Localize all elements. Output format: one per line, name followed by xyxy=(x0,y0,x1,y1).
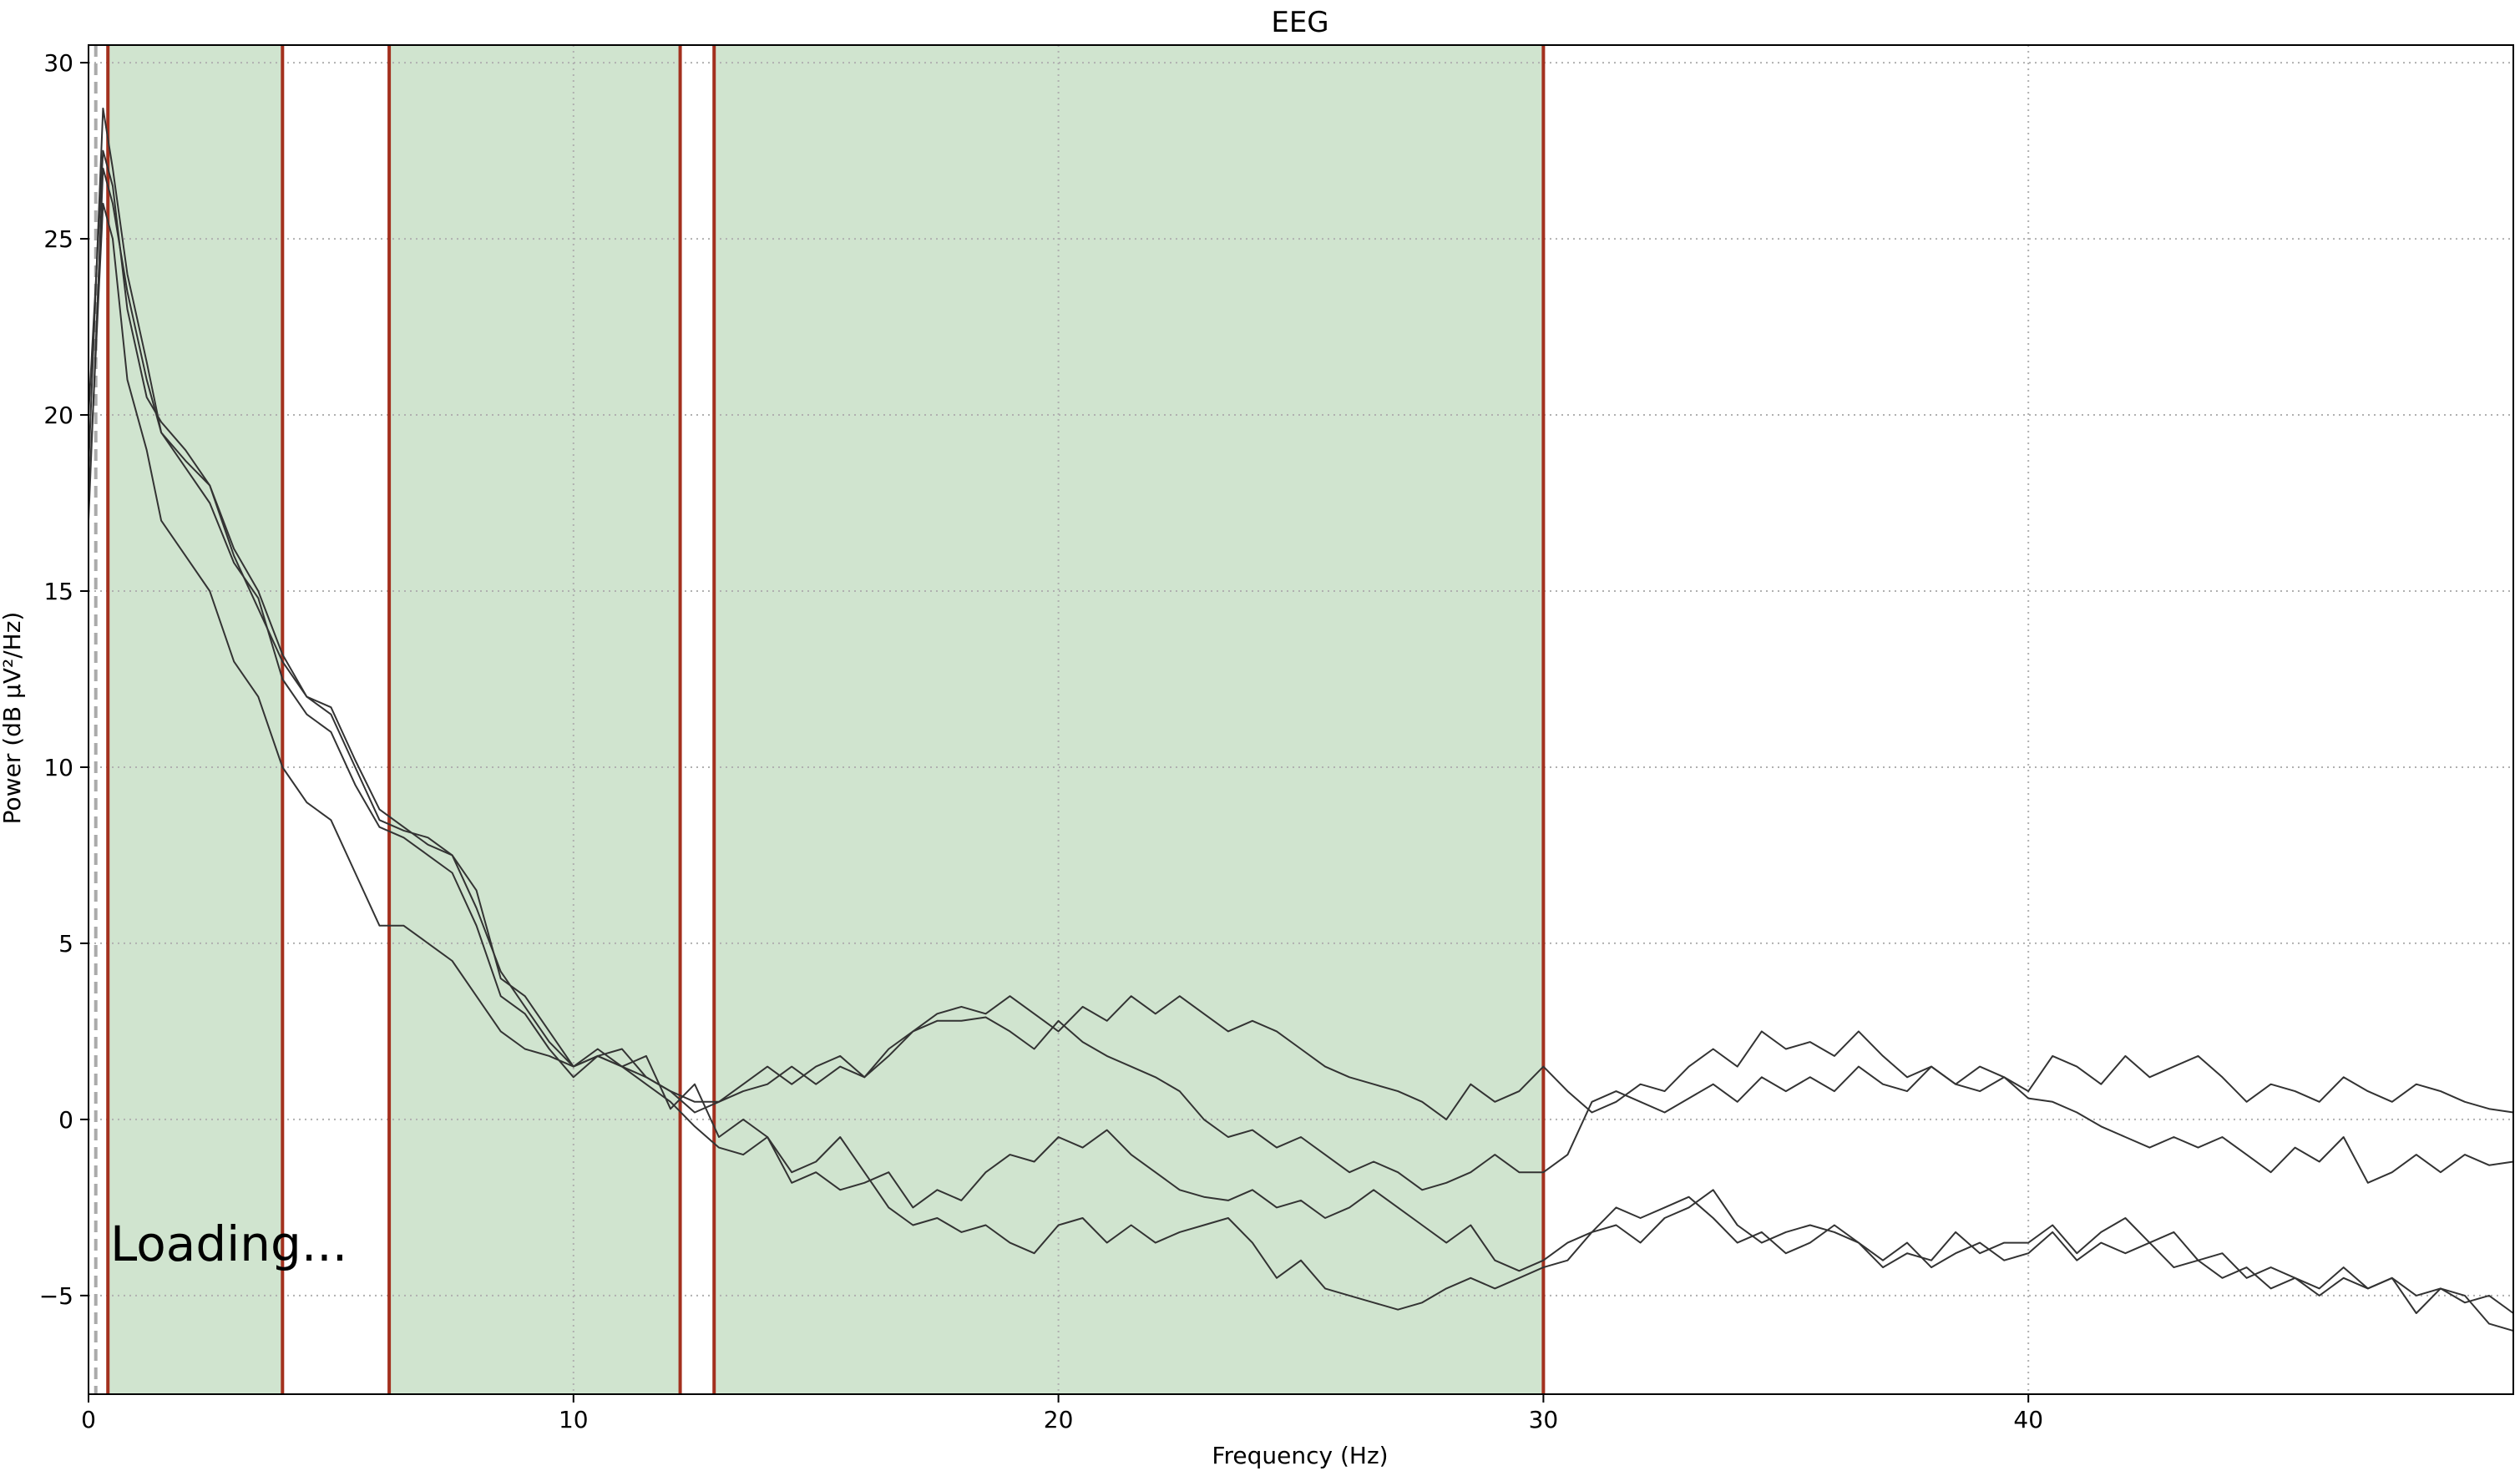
y-tick-label-3: 10 xyxy=(43,754,73,781)
x-tick-label-0: 0 xyxy=(81,1406,96,1433)
psd-trace-3 xyxy=(88,149,2514,1332)
x-tick-label-1: 10 xyxy=(559,1406,589,1433)
x-tick-label-4: 40 xyxy=(2013,1406,2043,1433)
y-tick-label-5: 20 xyxy=(43,402,73,429)
band-region-2 xyxy=(714,45,1544,1394)
y-axis-label: Power (dB µV²/Hz) xyxy=(0,612,26,825)
y-tick-label-1: 0 xyxy=(58,1106,73,1134)
x-tick-label-3: 30 xyxy=(1529,1406,1559,1433)
y-tick-label-0: −5 xyxy=(39,1282,73,1310)
plot-frame xyxy=(88,44,2514,1395)
grid-lines xyxy=(89,45,2513,1394)
psd-trace-4 xyxy=(88,202,2514,1120)
chart-title: EEG xyxy=(1271,6,1328,39)
y-tick-label-4: 15 xyxy=(43,578,73,605)
band-region-0 xyxy=(108,45,283,1394)
frequency-band-shading xyxy=(108,45,1544,1394)
y-tick-label-6: 25 xyxy=(43,225,73,253)
y-tick-label-2: 5 xyxy=(58,930,73,958)
y-axis-ticks: −5 0 5 10 15 20 25 30 xyxy=(39,49,89,1310)
x-axis-ticks: 0 10 20 30 40 xyxy=(81,1394,2043,1433)
loading-annotation: Loading... xyxy=(110,1216,347,1272)
psd-traces xyxy=(88,107,2514,1332)
y-tick-label-7: 30 xyxy=(43,49,73,77)
x-axis-label: Frequency (Hz) xyxy=(1212,1442,1388,1469)
band-region-1 xyxy=(389,45,681,1394)
x-tick-label-2: 20 xyxy=(1044,1406,1074,1433)
band-edge-lines xyxy=(94,45,1546,1394)
psd-trace-2 xyxy=(88,167,2514,1191)
